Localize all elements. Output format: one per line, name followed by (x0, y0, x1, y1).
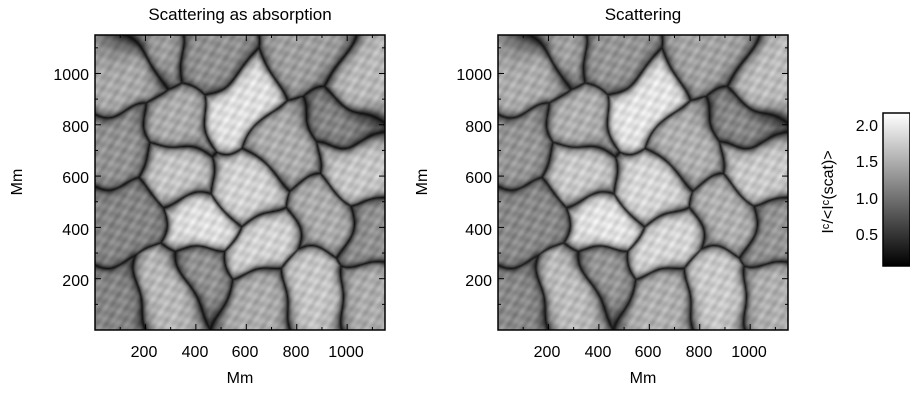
y-tick-label: 600 (465, 170, 492, 187)
y-tick-label: 1000 (53, 67, 89, 84)
colorbar: 2.0 1.5 1.0 0.5 Iᶜ/<Iᶜ(scat)> (820, 112, 910, 267)
colorbar-label: Iᶜ/<Iᶜ(scat)> (820, 150, 837, 233)
x-tick-label: 600 (232, 344, 259, 361)
x-tick-label: 200 (534, 344, 561, 361)
y-tick-label: 1000 (456, 67, 492, 84)
x-tick-label: 1000 (731, 344, 767, 361)
x-tick-label: 800 (686, 344, 713, 361)
colorbar-gradient (882, 112, 910, 267)
y-tick-label: 200 (465, 273, 492, 290)
x-tick-label: 1000 (328, 344, 364, 361)
y-tick-label: 800 (465, 119, 492, 136)
x-tick-label: 200 (131, 344, 158, 361)
x-axis: 200 400 600 800 1000 (131, 344, 364, 361)
y-tick-label: 400 (465, 222, 492, 239)
y-axis-label: Mm (9, 169, 26, 196)
y-axis: 200 400 600 800 1000 (53, 67, 89, 290)
x-axis-label: Mm (227, 370, 254, 387)
x-tick-label: 400 (585, 344, 612, 361)
colorbar-tick-label: 1.0 (856, 191, 878, 208)
intensity-map (95, 35, 385, 330)
y-axis: 200 400 600 800 1000 (456, 67, 492, 290)
y-tick-label: 400 (62, 222, 89, 239)
plot-frame (497, 34, 789, 331)
intensity-map (498, 35, 788, 330)
panel-scattering-as-absorption: Scattering as absorption 200 400 600 800… (9, 5, 386, 387)
plot-frame (94, 34, 386, 331)
y-tick-label: 600 (62, 170, 89, 187)
x-tick-label: 600 (635, 344, 662, 361)
y-axis-label: Mm (414, 169, 431, 196)
y-tick-label: 200 (62, 273, 89, 290)
colorbar-tick-label: 0.5 (856, 227, 878, 244)
panel-title: Scattering as absorption (148, 5, 331, 24)
colorbar-tick-label: 1.5 (856, 154, 878, 171)
x-tick-label: 400 (182, 344, 209, 361)
x-tick-label: 800 (283, 344, 310, 361)
panel-title: Scattering (605, 5, 682, 24)
panel-scattering: Scattering 200 400 600 800 1000 200 400 … (414, 5, 789, 387)
colorbar-tick-label: 2.0 (856, 118, 878, 135)
x-axis-label: Mm (630, 370, 657, 387)
y-tick-label: 800 (62, 119, 89, 136)
x-axis: 200 400 600 800 1000 (534, 344, 767, 361)
